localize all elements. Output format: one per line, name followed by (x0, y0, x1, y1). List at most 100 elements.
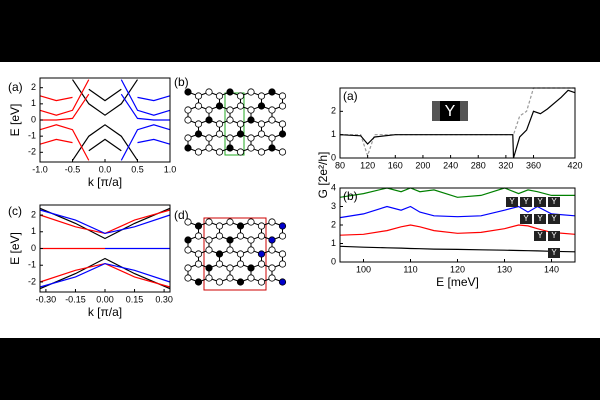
series-line (39, 257, 171, 290)
atom (257, 250, 266, 258)
atom (194, 120, 203, 128)
atom (215, 120, 224, 128)
atom (236, 278, 245, 286)
inset-device (520, 197, 532, 207)
atom (268, 236, 276, 244)
atom (268, 246, 276, 254)
atom (268, 116, 276, 124)
atom (236, 92, 245, 100)
x-tick-label: 240 (443, 160, 458, 170)
panel-label: (a) (8, 80, 23, 94)
atom (184, 106, 192, 114)
series-line (339, 89, 576, 159)
atom (236, 222, 245, 230)
x-axis-label: k [π/a] (88, 305, 122, 319)
series-line (39, 95, 73, 102)
x-tick-label: 130 (497, 264, 512, 274)
y-tick-label: 4 (331, 182, 336, 192)
panel-label: (b) (343, 189, 358, 203)
atom (184, 134, 192, 142)
atom (184, 274, 192, 282)
x-tick-label: 1.0 (164, 164, 177, 174)
atom (236, 130, 245, 138)
y-tick-label: 1 (31, 98, 36, 108)
atom (247, 106, 255, 114)
atom (205, 106, 213, 114)
inset-device (548, 197, 560, 207)
unit-cell-box (203, 217, 267, 291)
atom (247, 236, 255, 244)
atom (268, 144, 276, 152)
atom (184, 236, 192, 244)
atom (278, 102, 287, 110)
atom (268, 106, 276, 114)
atom (278, 250, 287, 258)
atom (257, 102, 266, 110)
atom (257, 92, 266, 100)
series-line (39, 262, 171, 288)
series-line (39, 79, 90, 116)
x-tick-label: -0.15 (65, 294, 86, 304)
atom (257, 130, 266, 138)
atom (205, 264, 213, 272)
panel-label: (d) (174, 208, 189, 222)
atom (257, 148, 266, 156)
x-tick-label: 160 (388, 160, 403, 170)
atom (247, 116, 255, 124)
y-tick-label: -2 (28, 276, 36, 286)
series-line (72, 79, 138, 116)
series-line (72, 124, 138, 161)
series-line (120, 79, 171, 116)
atom (247, 134, 255, 142)
series-line (39, 209, 171, 235)
x-tick-label: -0.5 (65, 164, 81, 174)
y-axis-label: E [eV] (8, 232, 22, 265)
atom (184, 144, 192, 152)
inset-label: Y (551, 231, 557, 240)
inset-device (548, 214, 560, 224)
atom (205, 134, 213, 142)
atom (205, 236, 213, 244)
y-tick-label: 2 (331, 106, 336, 116)
atom (215, 92, 224, 100)
atom (278, 278, 287, 286)
x-tick-label: 0.5 (131, 164, 144, 174)
series-line (120, 124, 171, 161)
atom (278, 260, 287, 268)
x-tick-label: 200 (415, 160, 430, 170)
atom (194, 222, 203, 230)
series-line (39, 138, 73, 145)
y-axis-label: E [eV] (8, 104, 22, 137)
atom (257, 278, 266, 286)
x-tick-label: -1.0 (32, 164, 48, 174)
atom (215, 278, 224, 286)
series-line (339, 245, 576, 253)
atom (278, 222, 287, 230)
atom (257, 120, 266, 128)
y-tick-label: -2 (28, 147, 36, 157)
atom (215, 130, 224, 138)
inset-label: Y (509, 197, 515, 206)
x-tick-label: 110 (403, 264, 417, 274)
series-line (88, 138, 122, 152)
atom (184, 88, 192, 96)
x-tick-label: 360 (526, 160, 541, 170)
series-line (339, 205, 576, 219)
x-axis-label: E [meV] (436, 275, 479, 289)
atom (236, 148, 245, 156)
y-tick-label: 2 (31, 209, 36, 219)
x-tick-label: 0.15 (126, 294, 144, 304)
atom (278, 92, 287, 100)
series-line (137, 95, 171, 102)
atom (205, 144, 213, 152)
x-tick-label: 280 (471, 160, 486, 170)
y-axis-label: G [2e²/h] (316, 152, 330, 199)
inset-label: Y (537, 231, 543, 240)
inset-device (534, 197, 546, 207)
atom (215, 148, 224, 156)
x-tick-label: 320 (498, 160, 513, 170)
x-tick-label: 100 (356, 264, 371, 274)
panel-label: (c) (8, 204, 22, 218)
inset-label: Y (523, 197, 529, 206)
atom (205, 274, 213, 282)
